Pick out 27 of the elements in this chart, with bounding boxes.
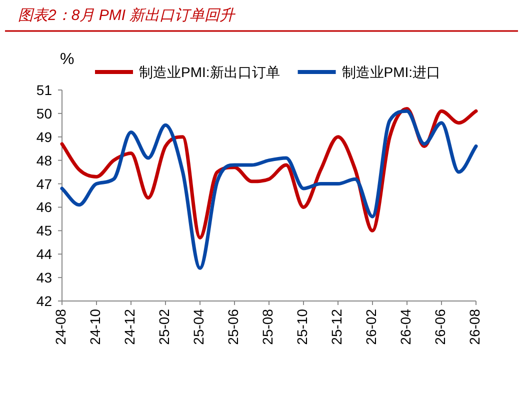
xtick: 25-08: [260, 309, 276, 345]
ytick: 50: [36, 105, 52, 122]
ytick: 48: [36, 152, 52, 168]
ytick: 45: [36, 222, 52, 239]
xtick: 25-10: [294, 309, 310, 345]
xtick: 25-12: [328, 309, 345, 345]
ylabel: %: [60, 51, 74, 68]
ytick: 47: [36, 176, 52, 192]
xtick: 26-08: [466, 309, 483, 345]
xtick: 26-06: [432, 309, 448, 345]
xtick: 24-12: [122, 309, 138, 345]
xtick: 24-08: [52, 309, 69, 345]
ytick: 51: [36, 82, 52, 98]
ytick: 46: [36, 199, 52, 216]
legend: 制造业PMI:新出口订单: [139, 64, 280, 80]
xtick: 25-02: [156, 309, 172, 345]
ytick: 49: [36, 128, 52, 145]
xtick: 25-06: [225, 309, 242, 345]
ytick: 42: [36, 293, 52, 309]
xtick: 26-02: [363, 309, 380, 345]
xtick: 26-04: [398, 309, 414, 345]
ytick: 43: [36, 270, 52, 286]
xtick: 25-04: [190, 309, 207, 345]
xtick: 24-10: [87, 309, 104, 345]
legend: 制造业PMI:进口: [342, 64, 441, 80]
ytick: 44: [36, 246, 52, 262]
title: 图表2：8月 PMI 新出口订单回升: [18, 7, 235, 24]
